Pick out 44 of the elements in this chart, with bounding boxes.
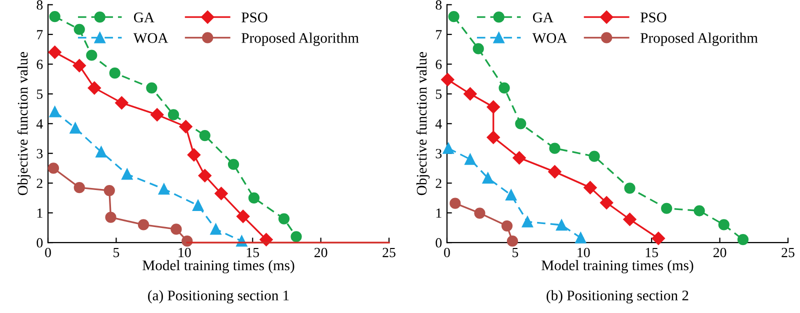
x-tick-label: 0: [444, 248, 450, 258]
legend-label: GA: [532, 12, 554, 22]
text: (b) Positioning section 2: [546, 290, 688, 304]
y-tick-label: 5: [436, 90, 442, 99]
y-axis-title: Objective function value: [416, 52, 430, 196]
legend-label: WOA: [532, 33, 568, 44]
y-tick-label: 5: [37, 90, 43, 99]
y-tick-label: 3: [36, 148, 43, 158]
y-tick-label: 7: [436, 30, 442, 40]
y-tick-label: 2: [436, 178, 442, 188]
x-axis-title: Model training times (ms): [542, 260, 694, 274]
y-tick-label: 0: [436, 238, 442, 248]
y-tick-label: 6: [436, 60, 442, 70]
legend-label: PSO: [242, 12, 268, 22]
legend-label: Proposed Algorithm: [640, 32, 758, 46]
y-tick-label: 1: [37, 208, 42, 218]
y-tick-label: 3: [436, 148, 442, 158]
x-tick-label: 0: [45, 248, 51, 258]
text: (a) Positioning section 1: [148, 290, 289, 304]
x-tick-label: 25: [782, 248, 794, 258]
x-tick-label: 20: [314, 248, 328, 258]
x-tick-label: 5: [114, 248, 120, 258]
y-tick-label: 2: [36, 178, 42, 188]
x-tick-label: 5: [512, 248, 518, 258]
legend-label: GA: [134, 12, 154, 22]
y-tick-label: 6: [36, 60, 43, 70]
y-tick-label: 0: [36, 238, 43, 248]
y-tick-label: 7: [37, 30, 43, 40]
y-tick-label: 4: [36, 119, 43, 128]
y-axis-title: Objective function value: [17, 52, 31, 196]
x-tick-label: 20: [713, 248, 726, 258]
x-tick-label: 15: [246, 248, 260, 258]
x-tick-label: 25: [382, 248, 396, 258]
x-tick-label: 10: [578, 248, 590, 258]
y-tick-label: 1: [436, 208, 442, 218]
legend-label: PSO: [640, 12, 666, 22]
x-tick-label: 10: [178, 248, 191, 258]
legend-label: Proposed Algorithm: [242, 32, 359, 46]
legend-label: WOA: [133, 33, 168, 44]
y-tick-label: 8: [36, 0, 43, 10]
y-tick-label: 8: [436, 0, 442, 10]
y-tick-label: 4: [435, 119, 442, 128]
x-axis-title: Model training times (ms): [142, 260, 294, 274]
x-tick-label: 15: [646, 248, 658, 258]
